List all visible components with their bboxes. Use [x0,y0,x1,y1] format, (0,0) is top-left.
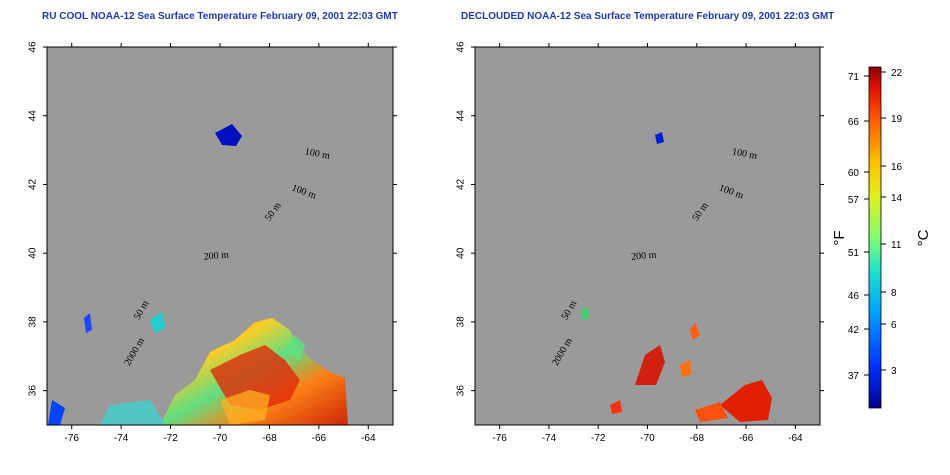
sst-small-patch [150,312,165,333]
y-tick-label: 40 [456,247,467,259]
fahrenheit-tick: 51 [848,248,860,259]
right-panel-title: DECLOUDED NOAA-12 Sea Surface Temperatur… [461,11,835,22]
contour-label: 200 m [203,250,229,263]
declouded-patch-1 [635,345,665,385]
y-tick-label: 38 [28,316,39,328]
x-tick-label: -72 [591,433,606,444]
fahrenheit-unit-label: °F [831,230,848,245]
x-tick-label: -74 [114,433,129,444]
celsius-tick: 8 [891,288,897,299]
y-tick-label: 46 [28,41,39,53]
x-tick-label: -68 [690,433,705,444]
y-tick-label: 44 [456,110,467,122]
y-tick-label: 42 [28,178,39,190]
x-tick-label: -66 [312,433,327,444]
fahrenheit-tick: 66 [848,117,860,128]
celsius-tick: 11 [891,240,902,251]
fahrenheit-tick: 57 [848,195,860,206]
y-tick-label: 40 [28,247,39,259]
celsius-tick: 14 [891,193,903,204]
fahrenheit-tick: 37 [848,371,860,382]
cold-patch-gulf-of-maine [215,124,242,146]
left-map-panel [46,46,394,426]
contour-label: 200 m [631,250,657,263]
y-tick-label: 46 [456,41,467,53]
fahrenheit-tick: 46 [848,291,860,302]
left-panel-title: RU COOL NOAA-12 Sea Surface Temperature … [42,11,398,22]
contour-label: 100 m [304,147,331,162]
x-tick-label: -76 [492,433,507,444]
x-tick-label: -64 [788,433,803,444]
y-tick-label: 42 [456,178,467,190]
celsius-tick: 22 [891,68,903,79]
right-map-panel [474,46,821,426]
temperature-colorbar: 71 66 60 57 51 46 42 37 22 19 16 14 11 8 6 3 °F °C [831,66,932,409]
x-tick-label: -66 [739,433,754,444]
x-tick-label: -74 [542,433,557,444]
x-tick-label: -70 [213,433,228,444]
celsius-tick: 16 [891,162,903,173]
x-tick-label: -64 [361,433,376,444]
declouded-patch-2 [720,380,772,422]
x-tick-label: -72 [163,433,178,444]
fahrenheit-tick: 71 [848,72,860,83]
y-tick-label: 44 [28,110,39,122]
axes-layer: -76 -74 -72 -70 -68 -66 -64 36 38 40 42 44 46 100 m 10… [28,41,824,444]
celsius-unit-label: °C [915,229,932,246]
y-tick-label: 36 [28,385,39,397]
contour-label: 100 m [731,147,758,162]
fahrenheit-tick: 42 [848,325,860,336]
y-tick-label: 38 [456,316,467,328]
celsius-tick: 3 [891,366,897,377]
celsius-tick: 6 [891,320,897,331]
colorbar-ticks: 71 66 60 57 51 46 42 37 22 19 16 14 11 8 6 3 [848,68,903,382]
x-tick-label: -70 [640,433,655,444]
fahrenheit-tick: 60 [848,168,860,179]
x-tick-label: -68 [262,433,277,444]
celsius-tick: 19 [891,114,903,125]
colorbar-gradient [868,66,882,409]
y-tick-label: 36 [456,385,467,397]
x-tick-label: -76 [64,433,79,444]
